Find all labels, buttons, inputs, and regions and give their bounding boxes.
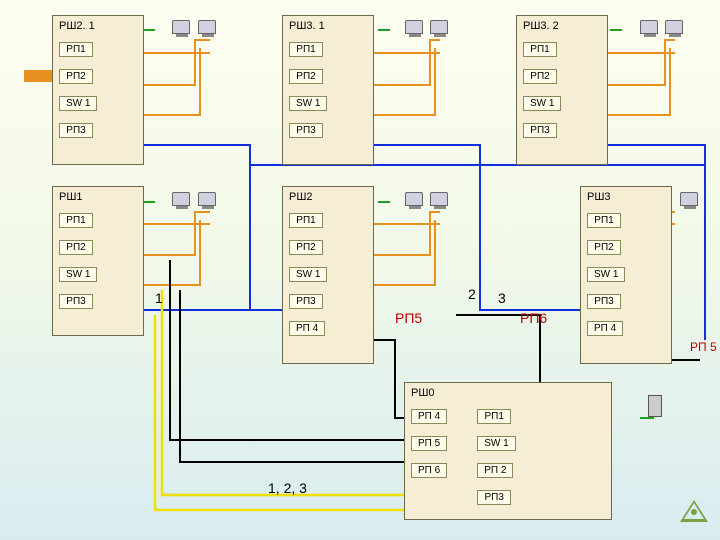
label-123: 1, 2, 3 xyxy=(268,480,307,496)
port: SW 1 xyxy=(523,96,561,111)
port: SW 1 xyxy=(477,436,515,451)
port: РП3 xyxy=(587,294,621,309)
port: SW 1 xyxy=(59,96,97,111)
computer-icon xyxy=(665,20,683,34)
cabinet-title: РШ2. 1 xyxy=(59,20,137,32)
cabinet-rsh0: РШ0 РП 4 РП 5 РП 6 РП1 SW 1 РП 2 РП3 xyxy=(404,382,612,520)
port: РП 2 xyxy=(477,463,513,478)
port: РП2 xyxy=(523,69,557,84)
port: РП2 xyxy=(289,69,323,84)
cabinet-title: РШ3. 2 xyxy=(523,20,601,32)
cabinet-title: РШ0 xyxy=(411,387,605,399)
computer-icon xyxy=(172,20,190,34)
port: РП 6 xyxy=(411,463,447,478)
cabinet-title: РШ3. 1 xyxy=(289,20,367,32)
accent-bar xyxy=(24,70,54,82)
computer-icon xyxy=(680,192,698,206)
server-icon xyxy=(648,395,662,417)
port: РП 4 xyxy=(411,409,447,424)
port: РП3 xyxy=(289,294,323,309)
computer-icon xyxy=(172,192,190,206)
port: РП1 xyxy=(289,213,323,228)
computer-icon xyxy=(430,20,448,34)
computer-icon xyxy=(405,192,423,206)
computer-icon xyxy=(405,20,423,34)
computer-icon xyxy=(640,20,658,34)
port: РП2 xyxy=(289,240,323,255)
computer-icon xyxy=(198,192,216,206)
port: SW 1 xyxy=(289,267,327,282)
port: РП1 xyxy=(523,42,557,57)
port: РП1 xyxy=(477,409,511,424)
port: РП3 xyxy=(59,123,93,138)
port: РП2 xyxy=(59,69,93,84)
cabinet-rsh3-1: РШ3. 1 РП1 РП2 SW 1 РП3 xyxy=(282,15,374,165)
cabinet-rsh2: РШ2 РП1 РП2 SW 1 РП3 РП 4 xyxy=(282,186,374,364)
port: SW 1 xyxy=(587,267,625,282)
port: РП1 xyxy=(59,42,93,57)
triangle-icon xyxy=(680,500,708,522)
computer-icon xyxy=(198,20,216,34)
port: РП1 xyxy=(587,213,621,228)
label-3: 3 xyxy=(498,290,506,306)
label-2: 2 xyxy=(468,286,476,302)
cabinet-rsh3-2: РШ3. 2 РП1 РП2 SW 1 РП3 xyxy=(516,15,608,165)
label-rp6: РП6 xyxy=(520,310,547,326)
port: РП1 xyxy=(289,42,323,57)
port: РП1 xyxy=(59,213,93,228)
port: РП 4 xyxy=(587,321,623,336)
port: РП2 xyxy=(587,240,621,255)
port: SW 1 xyxy=(59,267,97,282)
cabinet-title: РШ2 xyxy=(289,191,367,203)
port: РП 5 xyxy=(411,436,447,451)
port: РП3 xyxy=(289,123,323,138)
port: РП3 xyxy=(523,123,557,138)
port: РП 4 xyxy=(289,321,325,336)
label-rp5: РП5 xyxy=(395,310,422,326)
cabinet-title: РШ1 xyxy=(59,191,137,203)
port: РП3 xyxy=(477,490,511,505)
port: РП2 xyxy=(59,240,93,255)
cabinet-rsh1: РШ1 РП1 РП2 SW 1 РП3 xyxy=(52,186,144,336)
cabinet-title: РШ3 xyxy=(587,191,665,203)
port: РП3 xyxy=(59,294,93,309)
computer-icon xyxy=(430,192,448,206)
cabinet-rsh2-1: РШ2. 1 РП1 РП2 SW 1 РП3 xyxy=(52,15,144,165)
cabinet-rsh3: РШ3 РП1 РП2 SW 1 РП3 РП 4 xyxy=(580,186,672,364)
label-1: 1 xyxy=(155,290,163,306)
port: SW 1 xyxy=(289,96,327,111)
label-rp5-right: РП 5 xyxy=(690,340,717,354)
